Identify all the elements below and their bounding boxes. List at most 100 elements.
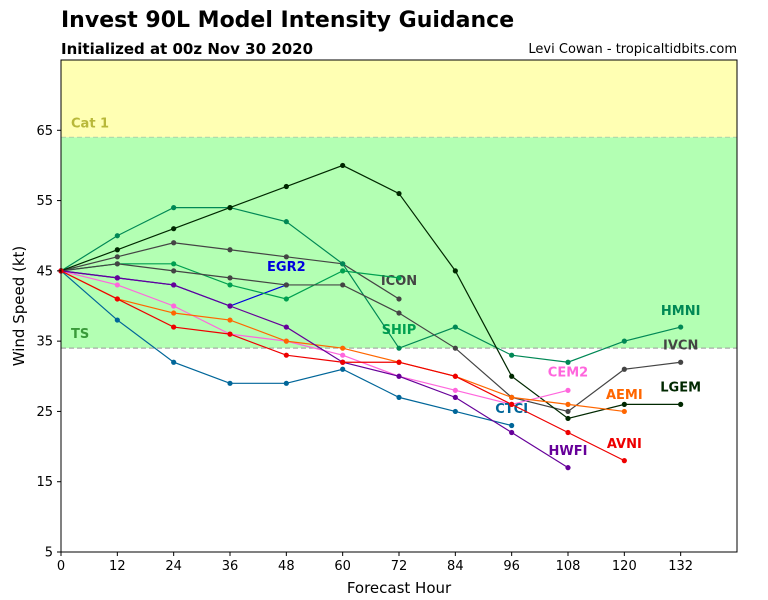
intensity-bands: Cat 1 TS — [61, 60, 737, 349]
data-point-avni — [171, 324, 177, 330]
x-tick-label: 120 — [612, 559, 637, 574]
data-point-aemi — [283, 338, 289, 344]
series-label-egr2: EGR2 — [267, 260, 306, 275]
series-label-hwfi: HWFI — [549, 444, 588, 459]
data-point-hmni — [678, 324, 684, 330]
series-line-cem2 — [60, 270, 569, 406]
data-point-lgem — [396, 190, 402, 197]
series-ctci: CTCI — [58, 268, 528, 429]
data-point-icon — [283, 254, 289, 260]
data-point-ctci — [114, 317, 120, 323]
data-point-hwfi — [283, 324, 289, 330]
data-point-ivcn — [227, 275, 233, 281]
y-tick-label: 45 — [36, 264, 53, 279]
series-label-aemi: AEMI — [606, 388, 643, 403]
chart-credit: Levi Cowan - tropicaltidbits.com — [528, 42, 737, 57]
model-series: EGR2ICONSHIPHMNIIVCNLGEMCEM2AEMICTCIHWFI… — [58, 162, 701, 471]
series-label-avni: AVNI — [607, 437, 642, 452]
data-point-icon — [396, 296, 402, 302]
data-point-cem2 — [452, 387, 458, 393]
data-point-ctci — [396, 394, 402, 400]
series-label-cem2: CEM2 — [548, 365, 588, 380]
data-point-ctci — [283, 380, 289, 386]
chart-title: Invest 90L Model Intensity Guidance — [61, 8, 515, 33]
series-label-ivcn: IVCN — [663, 339, 698, 354]
x-tick-label: 60 — [334, 559, 351, 574]
data-point-ship — [396, 275, 402, 281]
series-label-icon: ICON — [381, 274, 417, 289]
data-point-lgem — [621, 401, 627, 407]
y-tick-label: 15 — [36, 475, 53, 490]
y-axis-label: Wind Speed (kt) — [10, 246, 28, 367]
data-point-lgem — [565, 415, 571, 422]
data-point-hwfi — [509, 429, 515, 436]
data-point-hmni — [340, 261, 346, 267]
y-tick-label: 65 — [36, 124, 53, 139]
y-tick-label: 55 — [36, 194, 53, 209]
data-point-ctci — [227, 380, 233, 386]
data-point-avni — [227, 331, 233, 337]
data-point-cem2 — [340, 352, 346, 358]
chart-subtitle: Initialized at 00z Nov 30 2020 — [61, 40, 314, 58]
data-point-lgem — [340, 162, 346, 169]
data-point-lgem — [678, 401, 684, 407]
x-axis-label: Forecast Hour — [347, 579, 452, 597]
data-point-ivcn — [340, 282, 346, 288]
band-ts — [61, 137, 737, 349]
data-point-hwfi — [114, 275, 120, 281]
data-point-ivcn — [621, 366, 627, 372]
data-point-lgem — [452, 268, 458, 274]
data-point-ctci — [340, 366, 346, 372]
data-point-ivcn — [283, 282, 289, 288]
band-label-cat-1: Cat 1 — [71, 116, 109, 131]
data-point-ivcn — [565, 408, 571, 415]
series-ivcn: IVCN — [58, 261, 698, 415]
data-point-hmni — [114, 233, 120, 239]
data-point-avni — [114, 296, 120, 302]
data-point-aemi — [227, 317, 233, 323]
data-point-icon — [171, 240, 177, 246]
data-point-aemi — [509, 394, 515, 400]
data-point-avni — [621, 458, 627, 464]
data-point-avni — [452, 373, 458, 379]
x-tick-label: 24 — [165, 559, 182, 574]
x-tick-label: 84 — [447, 559, 464, 574]
x-tick-label: 48 — [278, 559, 295, 574]
data-point-aemi — [565, 401, 571, 407]
data-point-hmni — [452, 324, 458, 330]
y-tick-label: 5 — [45, 546, 53, 561]
series-line-lgem — [60, 164, 681, 420]
data-point-ship — [171, 261, 177, 267]
series-line-hwfi — [60, 270, 569, 469]
series-avni: AVNI — [58, 268, 642, 464]
data-point-ivcn — [452, 345, 458, 351]
data-point-ctci — [452, 408, 458, 415]
x-tick-label: 12 — [109, 559, 126, 574]
data-point-icon — [227, 247, 233, 253]
data-point-avni — [565, 429, 571, 436]
series-line-hmni — [60, 207, 681, 363]
data-point-cem2 — [565, 387, 571, 393]
data-point-ctci — [171, 359, 177, 365]
data-point-cem2 — [171, 303, 177, 309]
data-point-hmni — [621, 338, 627, 344]
data-point-hmni — [396, 345, 402, 351]
series-label-lgem: LGEM — [660, 381, 701, 396]
y-tick-label: 35 — [36, 335, 53, 350]
y-tick-label: 25 — [36, 405, 53, 420]
series-line-ivcn — [60, 263, 681, 413]
data-point-ctci — [509, 422, 515, 429]
data-point-hwfi — [452, 394, 458, 400]
data-point-hwfi — [227, 303, 233, 309]
data-point-avni — [509, 401, 515, 407]
data-point-ship — [340, 268, 346, 274]
data-point-avni — [283, 352, 289, 358]
data-point-aemi — [621, 408, 627, 415]
x-tick-label: 72 — [391, 559, 408, 574]
x-tick-label: 108 — [556, 559, 581, 574]
chart-axes: 0 12 24 36 48 60 72 84 96 108 120 132 5 15 25 35 45 55 65 — [36, 59, 738, 574]
data-point-lgem — [171, 226, 177, 232]
data-point-hwfi — [396, 373, 402, 379]
data-point-hwfi — [171, 282, 177, 288]
